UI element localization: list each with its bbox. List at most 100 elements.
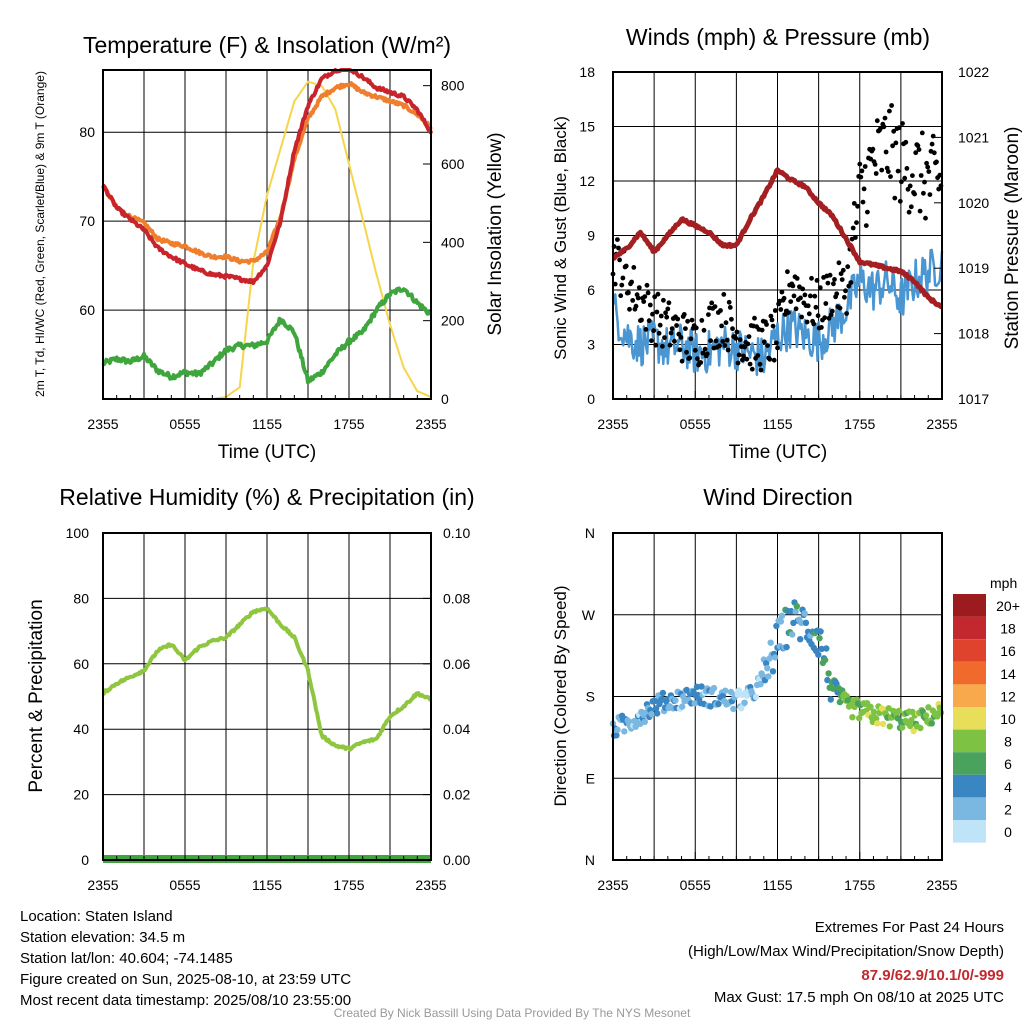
gust-point <box>752 315 757 321</box>
temperature-title: Temperature (F) & Insolation (W/m²) <box>83 32 451 58</box>
direction-point <box>719 692 727 700</box>
gust-point <box>737 337 743 343</box>
gust-point <box>934 159 939 165</box>
gust-point <box>924 160 929 166</box>
gust-point <box>809 275 814 281</box>
gust-point <box>925 164 931 170</box>
gust-point <box>655 291 661 297</box>
gust-point <box>926 169 932 175</box>
x-tick-label: 1155 <box>252 416 282 432</box>
y-right-tick-label: 1021 <box>958 129 989 145</box>
gust-point <box>668 330 674 336</box>
y-tick-label: 60 <box>73 656 89 672</box>
winds-title: Winds (mph) & Pressure (mb) <box>626 24 930 50</box>
gust-point <box>725 347 731 353</box>
colorbar-label: 4 <box>1004 779 1012 795</box>
gust-point <box>639 317 644 323</box>
x-tick-label: 1755 <box>844 877 875 893</box>
direction-point <box>641 718 648 725</box>
direction-point <box>707 703 714 710</box>
gust-point <box>759 327 765 333</box>
gust-point <box>645 290 651 296</box>
gust-point <box>851 201 857 206</box>
gust-point <box>781 295 787 301</box>
gust-point <box>887 108 892 114</box>
direction-point <box>763 660 770 667</box>
y-right-tick-label: 0 <box>441 391 449 407</box>
y-right-tick-label: 1019 <box>958 260 989 276</box>
direction-point <box>648 710 655 718</box>
gust-point <box>893 140 899 146</box>
gust-point <box>917 208 923 214</box>
gust-point <box>923 215 928 221</box>
gust-point <box>892 195 898 201</box>
direction-point <box>727 688 735 696</box>
gust-point <box>724 337 730 343</box>
gust-point <box>814 278 820 283</box>
gust-point <box>775 345 780 351</box>
colorbar-label: 16 <box>1000 643 1016 659</box>
direction-point <box>783 643 790 651</box>
gust-point <box>805 303 811 309</box>
gust-point <box>900 121 905 126</box>
direction-point <box>735 687 743 694</box>
y-tick-label: 80 <box>79 124 95 140</box>
info-location: Location: Staten Island <box>20 908 173 925</box>
credit-line: Created By Nick Bassill Using Data Provi… <box>333 1006 691 1020</box>
direction-point <box>741 699 748 706</box>
wind-direction-title: Wind Direction <box>703 484 853 510</box>
gust-point <box>641 299 647 304</box>
gust-point <box>687 355 693 361</box>
gust-point <box>717 343 722 349</box>
temperature-2m-line <box>101 68 433 285</box>
gust-point <box>653 342 659 348</box>
gust-point <box>778 307 784 312</box>
x-tick-label: 1755 <box>844 416 875 432</box>
gust-point <box>666 300 672 306</box>
direction-point <box>765 673 772 680</box>
y-tick-label: 3 <box>587 337 595 353</box>
direction-point <box>798 619 805 626</box>
y-right-tick-label: 600 <box>441 156 465 172</box>
gust-point <box>885 169 891 175</box>
colorbar-swatch <box>953 820 986 843</box>
y-right-tick-label: 800 <box>441 78 465 94</box>
y-right-tick-label: 200 <box>441 313 465 329</box>
gust-point <box>746 334 752 339</box>
gust-point <box>623 263 629 269</box>
gust-point <box>664 314 670 320</box>
y-tick-label: 20 <box>73 787 89 803</box>
gust-point <box>689 317 695 323</box>
colorbar-unit: mph <box>990 575 1017 591</box>
info-created: Figure created on Sun, 2025-08-10, at 23… <box>20 971 352 988</box>
gust-point <box>839 277 845 282</box>
colorbar-label: 2 <box>1004 801 1012 817</box>
info-latlon: Station lat/lon: 40.604; -74.1485 <box>20 950 233 967</box>
gust-point <box>890 143 895 149</box>
gust-point <box>642 294 648 299</box>
gust-point <box>672 338 677 344</box>
y-right-tick-label: 0.06 <box>443 656 470 672</box>
colorbar-swatch <box>953 797 986 820</box>
colorbar-swatch <box>953 729 986 753</box>
gust-point <box>643 327 649 332</box>
gust-point <box>769 317 775 323</box>
direction-point <box>910 727 917 735</box>
gust-point <box>758 367 764 373</box>
colorbar-label: 20+ <box>996 598 1020 614</box>
gust-point <box>832 277 837 282</box>
y-right-tick-label: 0.08 <box>443 590 470 606</box>
direction-point <box>867 703 874 710</box>
gust-point <box>854 220 859 226</box>
gust-point <box>910 173 915 179</box>
gust-point <box>927 192 933 198</box>
direction-point <box>621 728 628 735</box>
gust-point <box>840 267 846 273</box>
gust-point <box>931 150 937 156</box>
direction-point <box>873 715 880 722</box>
y-right-tick-label: 400 <box>441 234 465 250</box>
winds-x-label: Time (UTC) <box>729 442 828 463</box>
colorbar-label: 0 <box>1004 824 1012 840</box>
x-tick-label: 2355 <box>87 877 118 893</box>
direction-point <box>937 709 945 716</box>
